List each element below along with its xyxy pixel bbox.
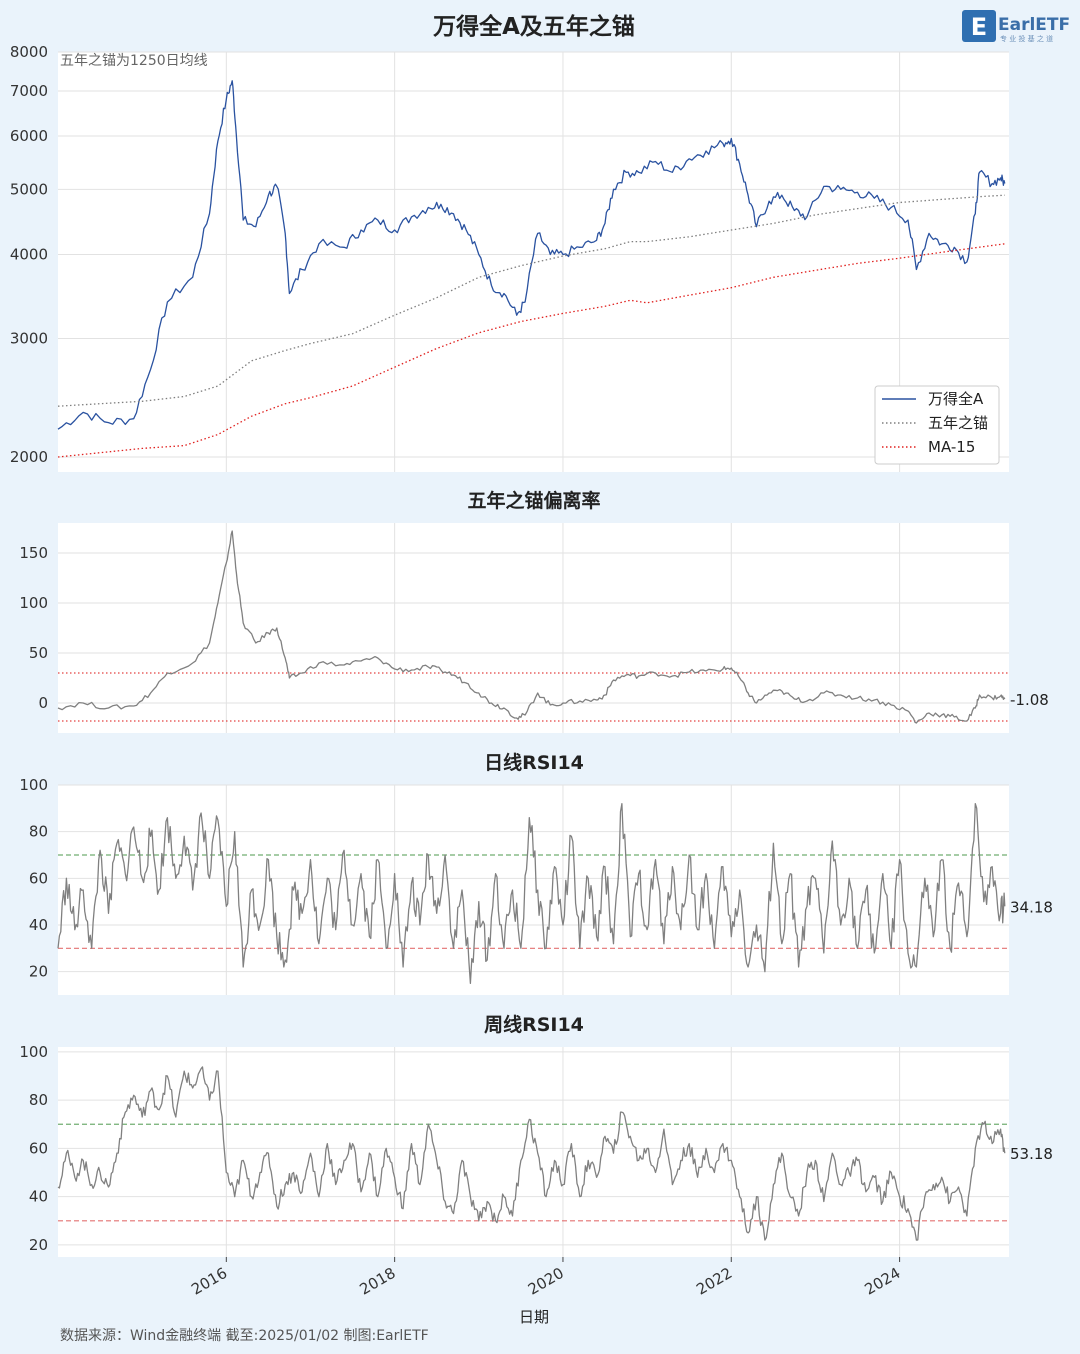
y-tick-label: 20 [29,963,48,981]
x-tick-label: 2022 [693,1264,735,1299]
panel-2: 五年之锚偏离率 150 100 50 0 -1.08 [19,489,1049,733]
y-tick-label: 0 [38,694,48,712]
series-line-五年之锚 [57,194,1005,407]
legend: 万得全A 五年之锚 MA-15 [874,385,1000,465]
main-title: 万得全A及五年之锚 [433,13,635,40]
y-tick-label: 20 [29,1236,48,1254]
x-tick-label: 2020 [525,1264,567,1299]
y-tick-label: 100 [19,776,48,794]
y-tick-label: 3000 [10,330,48,348]
panel-4: 周线RSI14 100 80 60 40 20 53.18 [19,1013,1053,1257]
y-tick-label: 150 [19,544,48,562]
y-tick-label: 100 [19,1043,48,1061]
logo-mark-glyph: E [971,13,987,41]
y-tick-label: 6000 [10,127,48,145]
x-tick-label: 2018 [357,1264,399,1299]
panel-title: 五年之锚偏离率 [467,489,600,512]
series-line-万得全A [57,80,1006,430]
x-axis: 2016 2018 2020 2022 2024 [188,1257,904,1299]
y-tick-label: 2000 [10,448,48,466]
y-tick-label: 60 [29,869,48,887]
y-tick-label: 8000 [10,43,48,61]
panel-3: 日线RSI14 100 80 60 40 20 34.18 [19,751,1053,995]
logo: E EarlETF 专 业 投 基 之 道 [962,10,1070,43]
legend-entry: 五年之锚 [928,414,988,432]
series-line-value [57,530,1006,724]
legend-entry: MA-15 [928,438,975,456]
y-tick-label: 50 [29,644,48,662]
y-tick-label: 7000 [10,82,48,100]
y-tick-label: 4000 [10,246,48,264]
panel-1: 8000 7000 6000 5000 4000 3000 2000 五年之锚为1250日均线… [10,43,1009,472]
footer-source: 数据来源：Wind金融终端 截至:2025/01/02 制图:EarlETF [60,1328,429,1344]
last-value-label: 53.18 [1010,1145,1053,1163]
last-value-label: 34.18 [1010,898,1053,916]
y-tick-label: 40 [29,916,48,934]
legend-entry: 万得全A [928,390,984,408]
last-value-label: -1.08 [1010,691,1049,709]
y-tick-label: 80 [29,823,48,841]
y-tick-label: 5000 [10,180,48,198]
y-tick-label: 60 [29,1139,48,1157]
x-axis-label: 日期 [519,1308,549,1326]
series-line-value [57,1066,1006,1241]
chart-note: 五年之锚为1250日均线 [60,53,208,69]
logo-text: EarlETF [998,15,1070,35]
logo-mark [962,10,996,42]
x-tick-label: 2024 [862,1264,904,1299]
x-tick-label: 2016 [188,1264,230,1299]
panel-title: 日线RSI14 [484,751,584,774]
plot-area [58,52,1009,472]
logo-subtext: 专 业 投 基 之 道 [1000,34,1053,43]
panel-title: 周线RSI14 [484,1013,584,1036]
series-line-MA-15 [57,243,1005,458]
y-tick-label: 80 [29,1091,48,1109]
legend-box [874,385,1000,465]
y-tick-label: 40 [29,1188,48,1206]
plot-area [58,1047,1009,1257]
y-tick-label: 100 [19,594,48,612]
series-line-value [57,803,1006,984]
